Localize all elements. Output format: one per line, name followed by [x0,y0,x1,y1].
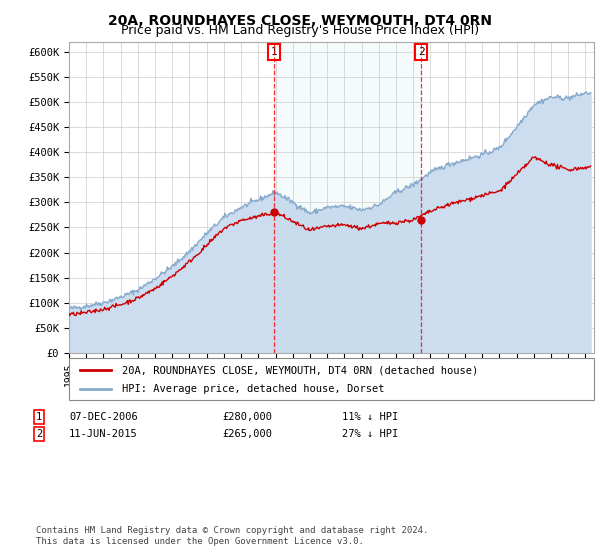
Text: 11% ↓ HPI: 11% ↓ HPI [342,412,398,422]
Text: Contains HM Land Registry data © Crown copyright and database right 2024.
This d: Contains HM Land Registry data © Crown c… [36,526,428,546]
Bar [274,42,421,353]
Text: 07-DEC-2006: 07-DEC-2006 [69,412,138,422]
Text: 2: 2 [36,429,42,439]
Text: Price paid vs. HM Land Registry's House Price Index (HPI): Price paid vs. HM Land Registry's House … [121,24,479,37]
Text: 27% ↓ HPI: 27% ↓ HPI [342,429,398,439]
Text: £265,000: £265,000 [222,429,272,439]
Text: 1: 1 [271,47,278,57]
Text: £280,000: £280,000 [222,412,272,422]
Text: HPI: Average price, detached house, Dorset: HPI: Average price, detached house, Dors… [121,384,384,394]
Text: 11-JUN-2015: 11-JUN-2015 [69,429,138,439]
Text: 20A, ROUNDHAYES CLOSE, WEYMOUTH, DT4 0RN: 20A, ROUNDHAYES CLOSE, WEYMOUTH, DT4 0RN [108,14,492,28]
Text: 1: 1 [36,412,42,422]
FancyBboxPatch shape [69,358,594,400]
Text: 20A, ROUNDHAYES CLOSE, WEYMOUTH, DT4 0RN (detached house): 20A, ROUNDHAYES CLOSE, WEYMOUTH, DT4 0RN… [121,365,478,375]
Text: 2: 2 [418,47,424,57]
